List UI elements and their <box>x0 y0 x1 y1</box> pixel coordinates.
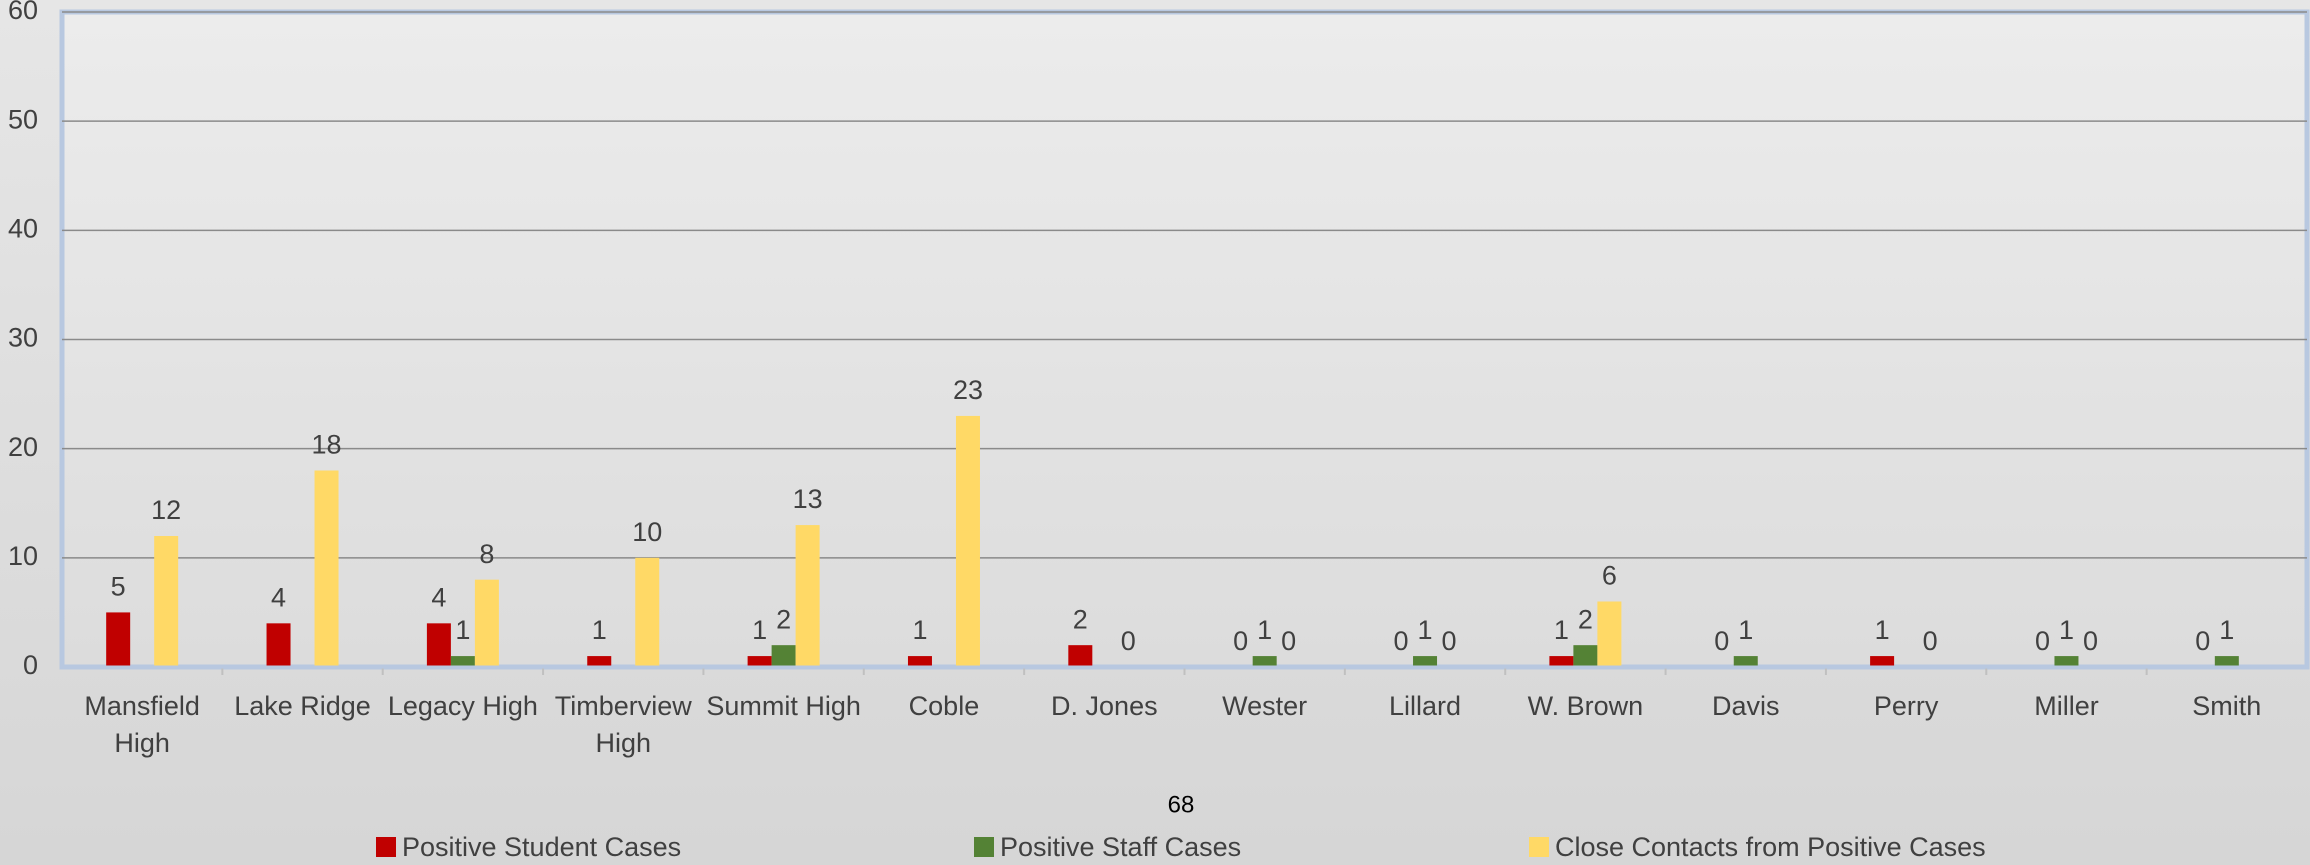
y-tick-label: 30 <box>8 323 38 353</box>
x-tick-label: Legacy High <box>387 691 538 721</box>
legend-label: Positive Student Cases <box>402 832 681 862</box>
bar <box>266 623 291 667</box>
x-tick-label: D. Jones <box>1051 691 1158 721</box>
data-label: 4 <box>431 582 446 612</box>
legend-swatch <box>974 837 994 857</box>
x-tick-label: Wester <box>1222 691 1308 721</box>
legend-swatch <box>376 837 396 857</box>
bar <box>1252 656 1277 667</box>
x-tick-label: Coble <box>908 691 980 721</box>
y-tick-label: 60 <box>8 0 38 25</box>
data-label: 4 <box>271 582 286 612</box>
data-label: 0 <box>2083 626 2098 656</box>
bar <box>795 525 820 667</box>
bar <box>1068 645 1093 667</box>
bar <box>2054 656 2079 667</box>
data-label: 1 <box>1554 615 1569 645</box>
y-tick-label: 40 <box>8 213 38 243</box>
bar <box>1573 645 1598 667</box>
data-label: 2 <box>776 604 791 634</box>
data-label: 1 <box>1418 615 1433 645</box>
x-tick-label: Davis <box>1711 691 1780 721</box>
data-label: 1 <box>455 615 470 645</box>
x-tick-label: Timberview High <box>554 691 692 758</box>
data-label: 0 <box>1233 626 1248 656</box>
bar <box>426 623 451 667</box>
x-tick-label: Lillard <box>1388 691 1462 721</box>
bar <box>1413 656 1438 667</box>
data-label: 5 <box>111 572 126 602</box>
bar <box>747 656 772 667</box>
bar <box>587 656 612 667</box>
legend-swatch <box>1529 837 1549 857</box>
x-tick-label: Lake Ridge <box>234 691 371 721</box>
y-tick-label: 20 <box>8 432 38 462</box>
data-label: 12 <box>151 495 181 525</box>
bar <box>2214 656 2239 667</box>
bar <box>907 656 932 667</box>
x-tick-label: Miller <box>2034 691 2099 721</box>
data-label: 1 <box>752 615 767 645</box>
data-label: 1 <box>1257 615 1272 645</box>
data-label: 10 <box>632 517 662 547</box>
bar <box>474 579 499 667</box>
data-label: 0 <box>2035 626 2050 656</box>
annotation: 68 <box>1168 791 1195 818</box>
data-label: 1 <box>912 615 927 645</box>
x-tick-label: Summit High <box>706 691 861 721</box>
data-label: 0 <box>1121 626 1136 656</box>
bar <box>154 536 179 667</box>
bar <box>106 612 131 667</box>
data-label: 0 <box>1442 626 1457 656</box>
y-tick-label: 10 <box>8 541 38 571</box>
data-label: 0 <box>2195 626 2210 656</box>
data-label: 23 <box>953 375 983 405</box>
bar <box>450 656 475 667</box>
data-label: 2 <box>1073 604 1088 634</box>
data-label: 0 <box>1714 626 1729 656</box>
data-label: 8 <box>479 539 494 569</box>
data-label: 0 <box>1923 626 1938 656</box>
bar <box>314 470 339 667</box>
data-label: 18 <box>312 430 342 460</box>
x-tick-label: Mansfield High <box>84 691 200 758</box>
y-tick-label: 0 <box>23 650 38 680</box>
bar <box>1733 656 1758 667</box>
data-label: 13 <box>793 484 823 514</box>
x-tick-label: Smith <box>2192 691 2262 721</box>
data-label: 2 <box>1578 604 1593 634</box>
bar <box>955 415 980 667</box>
y-tick-label: 50 <box>8 104 38 134</box>
x-tick-label: W. Brown <box>1527 691 1644 721</box>
data-label: 6 <box>1602 561 1617 591</box>
data-label: 1 <box>592 615 607 645</box>
bar <box>1549 656 1574 667</box>
data-label: 0 <box>1281 626 1296 656</box>
bar <box>635 557 660 667</box>
bar <box>1870 656 1895 667</box>
data-label: 1 <box>2219 615 2234 645</box>
bar <box>771 645 796 667</box>
bar <box>1597 601 1622 667</box>
legend-label: Positive Staff Cases <box>1000 832 1241 862</box>
data-label: 0 <box>1394 626 1409 656</box>
data-label: 1 <box>1738 615 1753 645</box>
x-tick-label: Perry <box>1873 691 1939 721</box>
data-label: 1 <box>1875 615 1890 645</box>
legend-label: Close Contacts from Positive Cases <box>1555 832 1986 862</box>
data-label: 1 <box>2059 615 2074 645</box>
